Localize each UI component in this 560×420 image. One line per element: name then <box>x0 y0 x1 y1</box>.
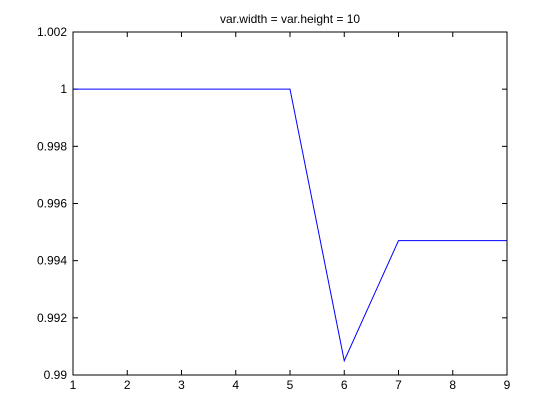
y-tick-label: 0.998 <box>37 139 67 153</box>
x-tick-label: 5 <box>287 378 294 392</box>
y-tick-label: 0.994 <box>37 254 67 268</box>
y-tick-label: 0.992 <box>37 311 67 325</box>
x-tick-label: 2 <box>124 378 131 392</box>
y-tick-label: 1.002 <box>37 25 67 39</box>
x-tick-label: 3 <box>178 378 185 392</box>
y-tick-label: 1 <box>60 82 67 96</box>
series-line-0 <box>73 88 507 363</box>
x-tick-label: 9 <box>504 378 511 392</box>
x-tick-label: 7 <box>395 378 402 392</box>
x-tick-label: 8 <box>449 378 456 392</box>
plot-frame <box>72 31 508 376</box>
x-tick-label: 1 <box>70 378 77 392</box>
plot-area <box>73 32 507 375</box>
x-tick-label: 6 <box>341 378 348 392</box>
x-tick-label: 4 <box>232 378 239 392</box>
chart-title: var.width = var.height = 10 <box>220 12 360 26</box>
y-tick-label: 0.996 <box>37 197 67 211</box>
y-tick-label: 0.99 <box>44 368 68 382</box>
